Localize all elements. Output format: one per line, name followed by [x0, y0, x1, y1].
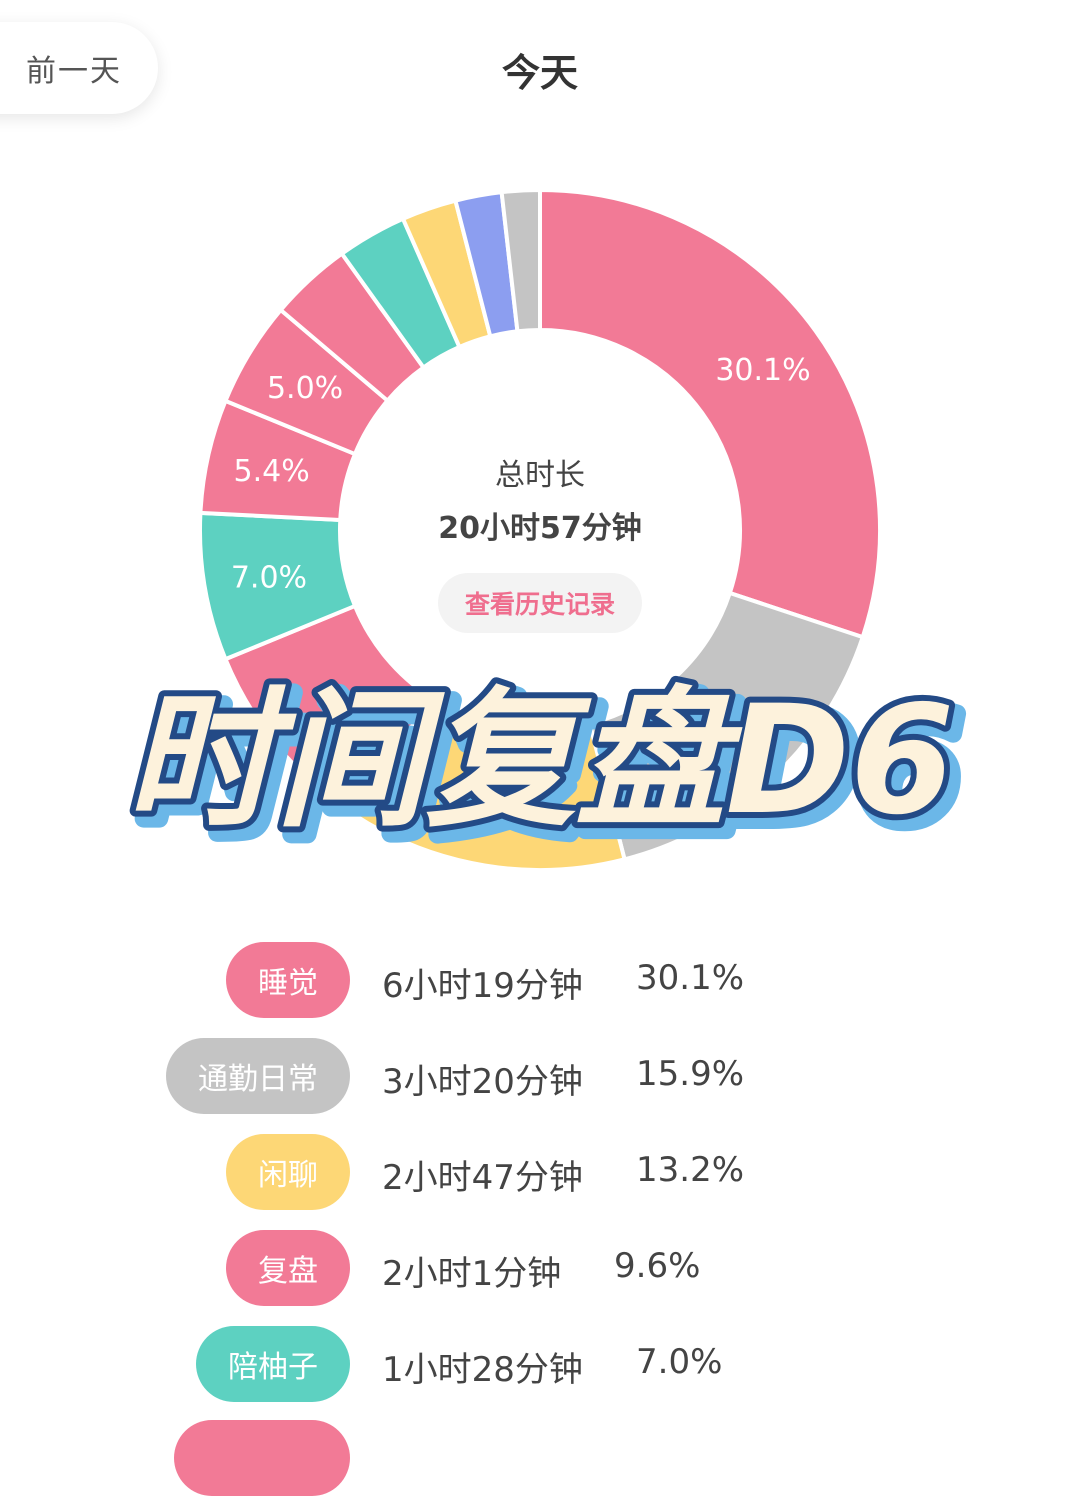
legend-category-pill: 睡觉 [226, 942, 350, 1018]
legend-duration: 2小时1分钟 [382, 1254, 562, 1294]
previous-day-label: 前一天 [26, 54, 122, 89]
legend-category-name: 睡觉 [258, 966, 318, 1001]
legend-item[interactable]: 陪柚子 1小时28分钟 7.0% [0, 1326, 1080, 1402]
legend-category-pill: 通勤日常 [166, 1038, 350, 1114]
legend-category-name: 通勤日常 [198, 1062, 318, 1097]
legend-category-name: 闲聊 [258, 1158, 318, 1193]
legend-category-pill: 复盘 [226, 1230, 350, 1306]
legend-category-name: 复盘 [258, 1254, 318, 1289]
donut-slice-label: 7.0% [231, 560, 307, 595]
page-title: 今天 [501, 51, 578, 95]
legend-duration: 1小时28分钟 [382, 1350, 583, 1390]
donut-slice[interactable] [499, 187, 542, 334]
legend-category-pill: 陪柚子 [196, 1326, 350, 1402]
legend-category-pill [174, 1420, 350, 1496]
legend-category-pill: 闲聊 [226, 1134, 350, 1210]
legend-item[interactable]: 通勤日常 3小时20分钟 15.9% [0, 1038, 1080, 1114]
donut-slice[interactable] [538, 187, 882, 640]
donut-slice-label: 30.1% [715, 353, 810, 388]
overlay-title-shadow: 时间复盘D6 [134, 682, 963, 856]
donut-slice-label: 5.0% [267, 371, 343, 406]
legend-duration: 3小时20分钟 [382, 1062, 583, 1102]
legend-duration: 2小时47分钟 [382, 1158, 583, 1198]
view-history-label: 查看历史记录 [464, 590, 615, 619]
total-duration-label: 总时长 [495, 458, 585, 493]
legend-percent: 13.2% [636, 1150, 745, 1190]
legend-category-name: 陪柚子 [228, 1350, 318, 1385]
total-duration-value: 20小时57分钟 [438, 511, 642, 546]
legend-item[interactable]: 睡觉 6小时19分钟 30.1% [0, 942, 1080, 1018]
overlay-title-banner: 时间复盘D6 时间复盘D6 [120, 668, 972, 865]
legend-percent: 30.1% [636, 958, 745, 998]
legend-item[interactable]: 闲聊 2小时47分钟 13.2% [0, 1134, 1080, 1210]
donut-slice[interactable] [587, 590, 866, 862]
legend-item[interactable] [0, 1420, 1080, 1496]
legend-item[interactable]: 复盘 2小时1分钟 9.6% [0, 1230, 1080, 1306]
previous-day-button[interactable]: 前一天 [0, 22, 158, 114]
donut-slice-label: 5.4% [234, 454, 310, 489]
legend-duration: 6小时19分钟 [382, 966, 583, 1006]
legend-percent: 9.6% [614, 1246, 701, 1286]
legend-percent: 7.0% [636, 1342, 723, 1382]
overlay-title-text: 时间复盘D6 [126, 674, 955, 848]
donut-chart: 30.1% 7.0% 5.4% 5.0% [200, 187, 882, 870]
view-history-button[interactable]: 查看历史记录 [438, 573, 642, 633]
legend-percent: 15.9% [636, 1054, 745, 1094]
